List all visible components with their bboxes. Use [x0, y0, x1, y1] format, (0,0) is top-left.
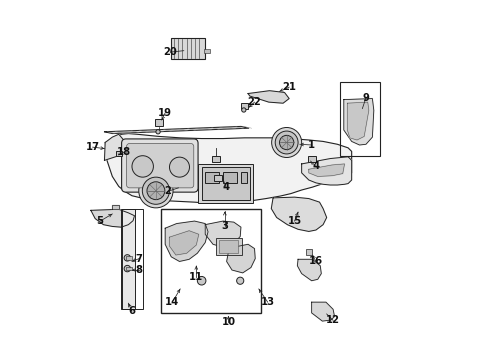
Circle shape [147, 182, 164, 200]
Polygon shape [105, 134, 351, 203]
Polygon shape [271, 197, 326, 231]
Bar [122, 208, 135, 309]
Circle shape [275, 131, 298, 154]
Bar [340, 82, 379, 156]
Polygon shape [247, 91, 288, 103]
Polygon shape [308, 164, 344, 176]
Bar [214, 175, 222, 181]
Text: 18: 18 [117, 147, 131, 157]
Bar [241, 172, 246, 183]
Bar [121, 209, 142, 309]
Circle shape [142, 177, 169, 204]
Polygon shape [104, 134, 124, 160]
Bar [204, 49, 209, 53]
Polygon shape [311, 302, 334, 321]
Text: 13: 13 [260, 297, 274, 307]
Bar [211, 156, 220, 162]
Polygon shape [169, 231, 198, 255]
Text: 20: 20 [163, 47, 177, 57]
Circle shape [156, 130, 160, 134]
Bar [205, 172, 219, 183]
FancyBboxPatch shape [122, 139, 198, 192]
Text: 21: 21 [282, 82, 296, 92]
Bar [116, 151, 122, 156]
Text: 4: 4 [312, 161, 319, 171]
Text: 3: 3 [221, 221, 228, 231]
Polygon shape [91, 209, 134, 227]
Text: 2: 2 [164, 186, 171, 197]
Text: 19: 19 [158, 108, 172, 118]
Bar [125, 256, 132, 260]
Text: 1: 1 [307, 140, 315, 150]
Polygon shape [297, 259, 321, 281]
Circle shape [169, 157, 189, 177]
Text: 10: 10 [221, 317, 235, 327]
Circle shape [132, 156, 153, 177]
Polygon shape [112, 205, 119, 209]
Circle shape [124, 255, 130, 261]
Text: 4: 4 [222, 182, 229, 192]
Text: 6: 6 [128, 306, 135, 316]
Bar [171, 38, 205, 59]
Bar [155, 119, 163, 126]
Circle shape [236, 277, 244, 284]
Text: 9: 9 [362, 93, 368, 103]
Text: 11: 11 [189, 272, 203, 282]
Text: 5: 5 [97, 216, 103, 226]
Circle shape [279, 135, 293, 150]
Bar [305, 249, 311, 255]
Circle shape [124, 265, 130, 272]
Text: 22: 22 [247, 97, 261, 107]
Bar [216, 238, 241, 255]
Circle shape [197, 276, 205, 285]
Polygon shape [301, 157, 351, 185]
Text: 16: 16 [308, 256, 323, 266]
Polygon shape [104, 126, 248, 134]
Text: 17: 17 [85, 142, 100, 152]
Bar [198, 164, 253, 203]
Polygon shape [226, 244, 255, 273]
Bar [125, 267, 132, 270]
FancyBboxPatch shape [126, 144, 193, 188]
Polygon shape [165, 221, 207, 261]
Circle shape [139, 174, 173, 208]
Bar [218, 240, 238, 253]
Text: 7: 7 [135, 253, 142, 264]
Bar [160, 208, 260, 313]
Bar [223, 172, 237, 183]
Bar [202, 167, 249, 200]
Text: 8: 8 [135, 265, 142, 275]
Text: 15: 15 [287, 216, 301, 226]
Circle shape [271, 127, 301, 157]
Bar [241, 103, 247, 109]
Text: 14: 14 [165, 297, 179, 307]
Polygon shape [343, 99, 373, 145]
Polygon shape [346, 102, 368, 140]
Text: 12: 12 [325, 315, 339, 325]
Polygon shape [205, 221, 241, 247]
Bar [307, 157, 315, 162]
Circle shape [241, 108, 245, 112]
